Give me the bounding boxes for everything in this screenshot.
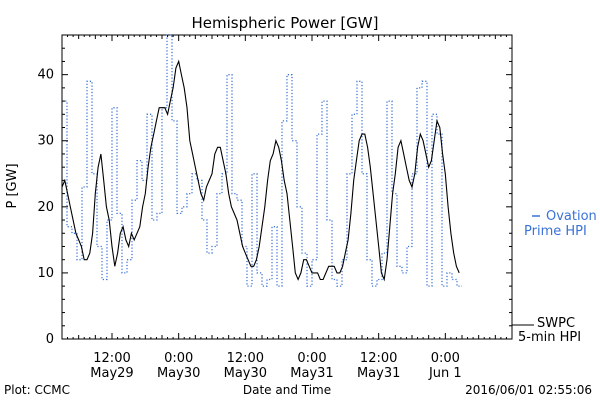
chart-title: Hemispheric Power [GW] bbox=[192, 14, 379, 32]
x-tick-label-date: May30 bbox=[157, 366, 200, 381]
y-tick-label: 0 bbox=[46, 332, 54, 347]
x-tick-label-date: Jun 1 bbox=[428, 366, 462, 381]
legend-ovation-label-1: Ovation bbox=[546, 209, 597, 224]
x-tick-label-date: May31 bbox=[357, 366, 400, 381]
x-tick-label-time: 0:00 bbox=[431, 351, 460, 366]
x-tick-label-time: 0:00 bbox=[164, 351, 193, 366]
x-tick-label-date: May30 bbox=[224, 366, 267, 381]
x-tick-label-date: May29 bbox=[90, 366, 133, 381]
x-tick-label-date: May31 bbox=[290, 366, 333, 381]
y-axis: 0 10 20 30 40 bbox=[37, 47, 512, 347]
y-tick-label: 40 bbox=[37, 68, 54, 83]
y-axis-label: P [GW] bbox=[5, 163, 20, 208]
plot-credit: Plot: CCMC bbox=[4, 383, 70, 397]
y-tick-label: 20 bbox=[37, 200, 54, 215]
legend: Ovation Prime HPI SWPC 5-min HPI bbox=[512, 209, 597, 345]
legend-ovation-label-2: Prime HPI bbox=[524, 224, 587, 239]
x-axis: 12:00May290:00May3012:00May300:00May3112… bbox=[67, 35, 507, 381]
legend-swpc-label-2: 5-min HPI bbox=[518, 330, 581, 345]
plot-frame bbox=[61, 34, 513, 340]
plot-area bbox=[61, 34, 513, 340]
x-tick-label-time: 0:00 bbox=[297, 351, 326, 366]
x-axis-label: Date and Time bbox=[243, 383, 331, 397]
series-swpc-line bbox=[61, 59, 460, 282]
plot-timestamp: 2016/06/01 02:55:06 bbox=[465, 383, 592, 397]
series-ovation-line bbox=[62, 34, 462, 287]
x-tick-label-time: 12:00 bbox=[93, 351, 130, 366]
x-tick-label-time: 12:00 bbox=[227, 351, 264, 366]
x-tick-label-time: 12:00 bbox=[360, 351, 397, 366]
y-tick-label: 10 bbox=[37, 266, 54, 281]
y-tick-label: 30 bbox=[37, 134, 54, 149]
legend-swpc-label-1: SWPC bbox=[537, 316, 575, 331]
